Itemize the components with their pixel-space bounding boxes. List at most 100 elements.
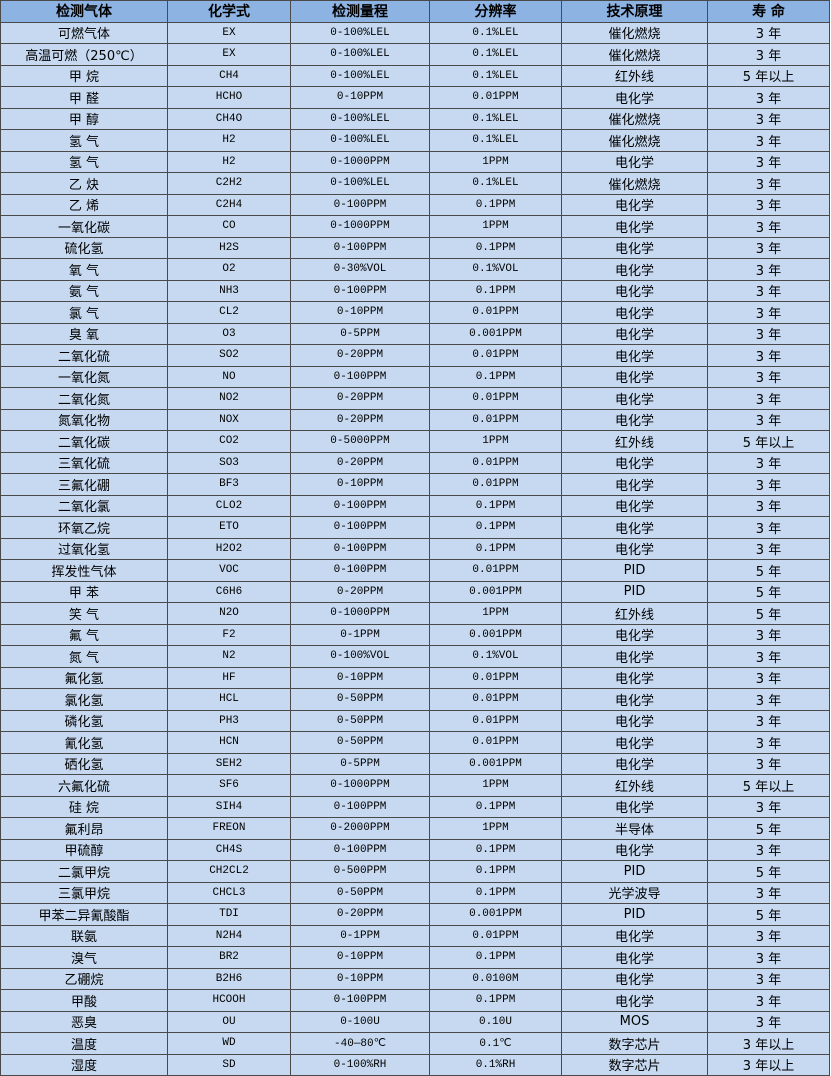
cell-gas: 甲 苯 [0,580,168,603]
table-row: 硒化氢 SEH2 0-5PPM 0.001PPM 电化学 3 年 [0,752,830,775]
cell-principle: 电化学 [561,537,708,560]
cell-resolution: 0.1%VOL [429,258,562,281]
table-row: 氧 气 O2 0-30%VOL 0.1%VOL 电化学 3 年 [0,258,830,281]
cell-gas: 甲 醇 [0,107,168,130]
header-formula: 化学式 [167,0,291,23]
cell-formula: CO2 [167,430,291,453]
cell-gas: 氢 气 [0,129,168,152]
cell-range: 0-100%LEL [290,64,430,87]
cell-resolution: 0.1PPM [429,881,562,904]
cell-gas: 恶臭 [0,1010,168,1033]
cell-lifespan: 5 年 [707,860,830,883]
cell-formula: CHCL3 [167,881,291,904]
cell-formula: O2 [167,258,291,281]
cell-range: 0-100PPM [290,537,430,560]
table-row: 可燃气体 EX 0-100%LEL 0.1%LEL 催化燃烧 3 年 [0,21,830,44]
cell-range: 0-1000PPM [290,774,430,797]
cell-resolution: 0.001PPM [429,752,562,775]
cell-principle: 电化学 [561,279,708,302]
cell-range: 0-100%LEL [290,21,430,44]
cell-gas: 氰化氢 [0,731,168,754]
cell-gas: 溴气 [0,946,168,969]
cell-lifespan: 3 年 [707,989,830,1012]
cell-gas: 甲 醛 [0,86,168,109]
cell-range: 0-50PPM [290,881,430,904]
cell-resolution: 1PPM [429,774,562,797]
cell-gas: 联氨 [0,924,168,947]
cell-lifespan: 3 年 [707,1010,830,1033]
cell-gas: 湿度 [0,1053,168,1076]
cell-formula: C2H2 [167,172,291,195]
cell-resolution: 0.1PPM [429,946,562,969]
cell-range: 0-2000PPM [290,817,430,840]
cell-formula: SD [167,1053,291,1076]
table-row: 氢 气 H2 0-100%LEL 0.1%LEL 催化燃烧 3 年 [0,129,830,152]
cell-gas: 硒化氢 [0,752,168,775]
cell-gas: 氟 气 [0,623,168,646]
cell-resolution: 0.1PPM [429,193,562,216]
cell-lifespan: 3 年 [707,795,830,818]
cell-lifespan: 5 年以上 [707,774,830,797]
cell-principle: PID [561,559,708,582]
cell-principle: 红外线 [561,602,708,625]
cell-range: 0-20PPM [290,580,430,603]
cell-gas: 可燃气体 [0,21,168,44]
table-row: 甲 苯 C6H6 0-20PPM 0.001PPM PID 5 年 [0,580,830,603]
cell-lifespan: 3 年 [707,645,830,668]
cell-range: 0-10PPM [290,946,430,969]
cell-lifespan: 3 年 [707,623,830,646]
table-row: 氟化氢 HF 0-10PPM 0.01PPM 电化学 3 年 [0,666,830,689]
cell-lifespan: 3 年 [707,236,830,259]
cell-lifespan: 3 年 [707,86,830,109]
cell-principle: 电化学 [561,451,708,474]
table-row: 乙 烯 C2H4 0-100PPM 0.1PPM 电化学 3 年 [0,193,830,216]
cell-gas: 三氟化硼 [0,473,168,496]
cell-resolution: 0.01PPM [429,731,562,754]
cell-formula: HF [167,666,291,689]
cell-range: 0-100PPM [290,838,430,861]
cell-gas: 甲酸 [0,989,168,1012]
cell-formula: OU [167,1010,291,1033]
cell-principle: 催化燃烧 [561,21,708,44]
cell-gas: 三氧化硫 [0,451,168,474]
cell-lifespan: 3 年 [707,322,830,345]
cell-resolution: 0.0100M [429,967,562,990]
cell-range: 0-50PPM [290,688,430,711]
cell-lifespan: 3 年 [707,43,830,66]
cell-range: 0-100PPM [290,494,430,517]
table-row: 高温可燃（250℃） EX 0-100%LEL 0.1%LEL 催化燃烧 3 年 [0,43,830,66]
cell-range: 0-100U [290,1010,430,1033]
cell-principle: PID [561,903,708,926]
table-row: 二氧化氮 NO2 0-20PPM 0.01PPM 电化学 3 年 [0,387,830,410]
cell-range: 0-5PPM [290,752,430,775]
cell-gas: 氯化氢 [0,688,168,711]
cell-resolution: 0.1℃ [429,1032,562,1055]
cell-gas: 甲苯二异氰酸酯 [0,903,168,926]
cell-formula: BF3 [167,473,291,496]
table-row: 恶臭 OU 0-100U 0.10U MOS 3 年 [0,1010,830,1033]
cell-lifespan: 3 年 [707,107,830,130]
cell-principle: 电化学 [561,731,708,754]
cell-range: 0-10PPM [290,666,430,689]
cell-resolution: 0.01PPM [429,709,562,732]
table-row: 氟 气 F2 0-1PPM 0.001PPM 电化学 3 年 [0,623,830,646]
cell-gas: 氨 气 [0,279,168,302]
table-row: 磷化氢 PH3 0-50PPM 0.01PPM 电化学 3 年 [0,709,830,732]
cell-principle: 电化学 [561,344,708,367]
cell-formula: CH4 [167,64,291,87]
cell-resolution: 0.1%LEL [429,129,562,152]
cell-principle: 电化学 [561,645,708,668]
cell-range: 0-100PPM [290,795,430,818]
cell-gas: 甲硫醇 [0,838,168,861]
cell-resolution: 0.1%LEL [429,64,562,87]
cell-range: 0-1000PPM [290,602,430,625]
cell-range: 0-10PPM [290,301,430,324]
cell-resolution: 0.1%VOL [429,645,562,668]
cell-formula: CL2 [167,301,291,324]
cell-range: 0-100%LEL [290,129,430,152]
table-row: 乙 炔 C2H2 0-100%LEL 0.1%LEL 催化燃烧 3 年 [0,172,830,195]
cell-gas: 氧 气 [0,258,168,281]
cell-lifespan: 3 年 [707,946,830,969]
cell-gas: 笑 气 [0,602,168,625]
cell-formula: N2O [167,602,291,625]
